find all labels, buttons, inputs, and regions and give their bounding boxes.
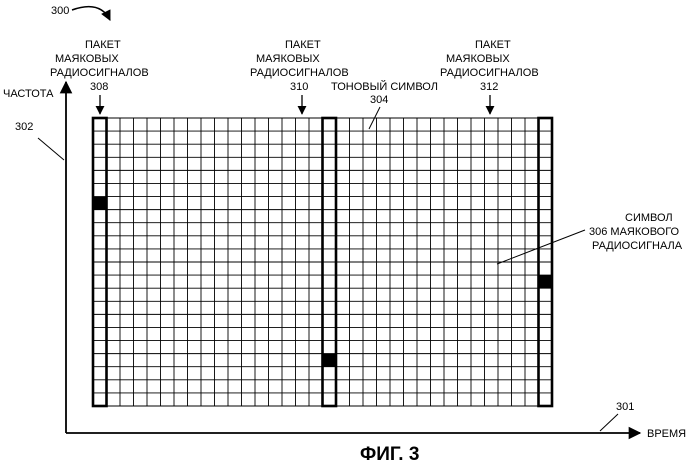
beacon-symbol-line2: 306 МАЯКОВОГО <box>589 226 680 238</box>
burst-label-312-line3: РАДИОСИГНАЛОВ <box>440 67 539 79</box>
tone-symbol-text: ТОНОВЫЙ СИМВОЛ <box>331 80 438 93</box>
beacon-cell-308 <box>93 197 107 210</box>
y-axis-ref: 302 <box>15 121 33 133</box>
beacon-cell-312 <box>539 275 553 288</box>
figure-caption: ФИГ. 3 <box>360 444 419 465</box>
burst-label-308-line3: РАДИОСИГНАЛОВ <box>50 67 149 79</box>
burst-label-312-ref: 312 <box>480 81 498 93</box>
x-axis-leader <box>600 414 618 431</box>
burst-label-310: ПАКЕТ МАЯКОВЫХ РАДИОСИГНАЛОВ 310 <box>250 39 349 114</box>
beacon-cell-310 <box>323 354 337 367</box>
beacon-symbol-line3: РАДИОСИГНАЛА <box>592 240 683 252</box>
burst-label-310-line3: РАДИОСИГНАЛОВ <box>250 67 349 79</box>
beacon-symbol-leader <box>497 230 585 264</box>
burst-label-312: ПАКЕТ МАЯКОВЫХ РАДИОСИГНАЛОВ 312 <box>440 39 539 114</box>
burst-label-310-line1: ПАКЕТ <box>285 39 321 51</box>
burst-label-310-line2: МАЯКОВЫХ <box>256 53 320 65</box>
burst-label-308-line2: МАЯКОВЫХ <box>55 53 119 65</box>
y-axis-label: ЧАСТОТА <box>3 88 54 100</box>
figure-number: 300 <box>51 5 69 17</box>
burst-label-308-line1: ПАКЕТ <box>85 39 121 51</box>
x-axis-ref: 301 <box>616 401 634 413</box>
beacon-symbol-line1: СИМВОЛ <box>625 212 673 224</box>
figure-number-arrow <box>72 7 110 20</box>
burst-label-308-ref: 308 <box>90 81 108 93</box>
burst-label-312-line1: ПАКЕТ <box>475 39 511 51</box>
x-axis-label: ВРЕМЯ <box>647 428 686 440</box>
burst-label-310-ref: 310 <box>290 81 308 93</box>
tone-symbol-label: ТОНОВЫЙ СИМВОЛ 304 <box>331 80 438 129</box>
burst-label-308: ПАКЕТ МАЯКОВЫХ РАДИОСИГНАЛОВ 308 <box>50 39 149 114</box>
y-axis-leader <box>38 138 64 160</box>
burst-label-312-line2: МАЯКОВЫХ <box>446 53 510 65</box>
tone-symbol-ref: 304 <box>370 94 388 106</box>
